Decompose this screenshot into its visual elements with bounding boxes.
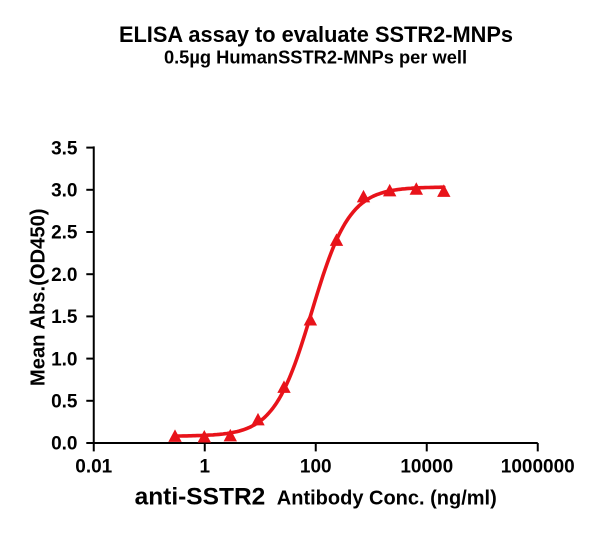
svg-text:2.0: 2.0 <box>51 265 77 286</box>
svg-text:3.5: 3.5 <box>51 138 78 159</box>
svg-text:2.5: 2.5 <box>51 223 78 244</box>
svg-text:0.5: 0.5 <box>51 392 78 413</box>
svg-text:1: 1 <box>199 456 210 477</box>
svg-text:Mean Abs.(OD450): Mean Abs.(OD450) <box>27 208 49 386</box>
svg-text:1.0: 1.0 <box>51 349 77 370</box>
svg-text:10000: 10000 <box>400 456 453 477</box>
svg-text:0.0: 0.0 <box>51 434 77 455</box>
svg-text:1.5: 1.5 <box>51 307 78 328</box>
svg-text:100: 100 <box>300 456 332 477</box>
svg-text:1000000: 1000000 <box>501 456 575 477</box>
svg-text:Antibody Conc. (ng/ml): Antibody Conc. (ng/ml) <box>277 488 497 510</box>
svg-text:0.5µg HumanSSTR2-MNPs per well: 0.5µg HumanSSTR2-MNPs per well <box>164 46 467 67</box>
svg-text:anti-SSTR2: anti-SSTR2 <box>135 484 266 511</box>
svg-text:3.0: 3.0 <box>51 181 77 202</box>
svg-text:ELISA assay to evaluate SSTR2-: ELISA assay to evaluate SSTR2-MNPs <box>119 22 513 47</box>
svg-text:0.01: 0.01 <box>75 456 112 477</box>
